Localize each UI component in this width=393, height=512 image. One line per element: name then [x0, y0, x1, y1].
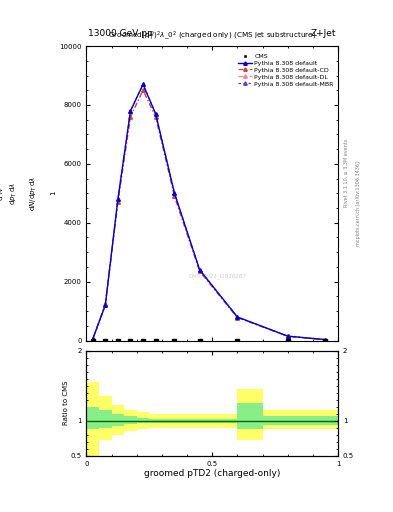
- Text: 13000 GeV pp: 13000 GeV pp: [88, 29, 153, 38]
- Y-axis label: $\mathrm{d}^2N$
$\mathrm{d}p_T\,\mathrm{d}\lambda$

$\mathrm{d}N/\mathrm{d}p_T\,: $\mathrm{d}^2N$ $\mathrm{d}p_T\,\mathrm{…: [0, 176, 58, 211]
- Text: mcplots.cern.ch [arXiv:1306.3436]: mcplots.cern.ch [arXiv:1306.3436]: [356, 161, 361, 246]
- Text: Groomed$(p_T^D)^2\lambda\_0^2$ (charged only) (CMS jet substructure): Groomed$(p_T^D)^2\lambda\_0^2$ (charged …: [108, 30, 316, 43]
- X-axis label: groomed pTD2 (charged-only): groomed pTD2 (charged-only): [144, 470, 281, 478]
- Text: Z+Jet: Z+Jet: [310, 29, 336, 38]
- Y-axis label: Ratio to CMS: Ratio to CMS: [63, 381, 69, 425]
- Text: CMS_2021_I1920187: CMS_2021_I1920187: [188, 273, 246, 279]
- Text: Rivet 3.1.10, ≥ 3.3M events: Rivet 3.1.10, ≥ 3.3M events: [344, 139, 349, 207]
- Legend: CMS, Pythia 8.308 default, Pythia 8.308 default-CD, Pythia 8.308 default-DL, Pyt: CMS, Pythia 8.308 default, Pythia 8.308 …: [237, 52, 335, 88]
